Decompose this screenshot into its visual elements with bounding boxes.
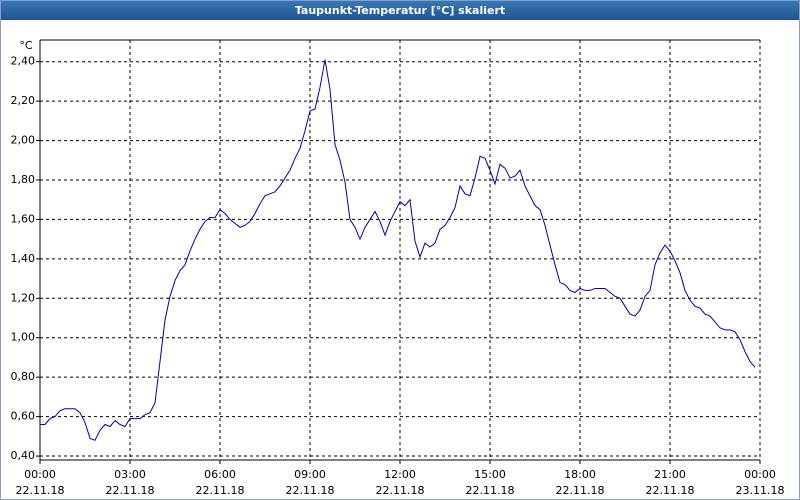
y-unit: °C — [19, 39, 33, 52]
x-tick-label: 00:00 — [744, 468, 776, 481]
x-tick-date: 22.11.18 — [556, 484, 605, 497]
y-tick-label: 2,40 — [11, 55, 36, 68]
y-tick-label: 0,60 — [11, 410, 36, 423]
x-tick-label: 06:00 — [204, 468, 236, 481]
y-tick-label: 1,60 — [11, 212, 36, 225]
y-tick-label: 1,00 — [11, 331, 36, 344]
y-tick-label: 1,20 — [11, 291, 36, 304]
data-line — [40, 59, 756, 441]
title-bar — [1, 1, 799, 20]
x-tick-label: 12:00 — [384, 468, 416, 481]
x-tick-date: 23.11.18 — [736, 484, 785, 497]
y-tick-label: 2,20 — [11, 94, 36, 107]
x-tick-label: 18:00 — [564, 468, 596, 481]
x-tick-date: 22.11.18 — [286, 484, 335, 497]
chart-title: Taupunkt-Temperatur [°C] skaliert — [295, 4, 505, 17]
y-tick-label: 1,40 — [11, 252, 36, 265]
x-tick-date: 22.11.18 — [106, 484, 155, 497]
x-tick-label: 03:00 — [114, 468, 146, 481]
x-tick-date: 22.11.18 — [376, 484, 425, 497]
y-tick-label: 0,40 — [11, 449, 36, 462]
x-tick-label: 15:00 — [474, 468, 506, 481]
y-tick-label: 2,00 — [11, 134, 36, 147]
x-tick-date: 22.11.18 — [16, 484, 65, 497]
x-tick-label: 00:00 — [24, 468, 56, 481]
y-tick-label: 0,80 — [11, 370, 36, 383]
x-tick-date: 22.11.18 — [646, 484, 695, 497]
y-tick-label: 1,80 — [11, 173, 36, 186]
x-tick-date: 22.11.18 — [196, 484, 245, 497]
x-tick-date: 22.11.18 — [466, 484, 515, 497]
x-tick-label: 21:00 — [654, 468, 686, 481]
x-tick-label: 09:00 — [294, 468, 326, 481]
